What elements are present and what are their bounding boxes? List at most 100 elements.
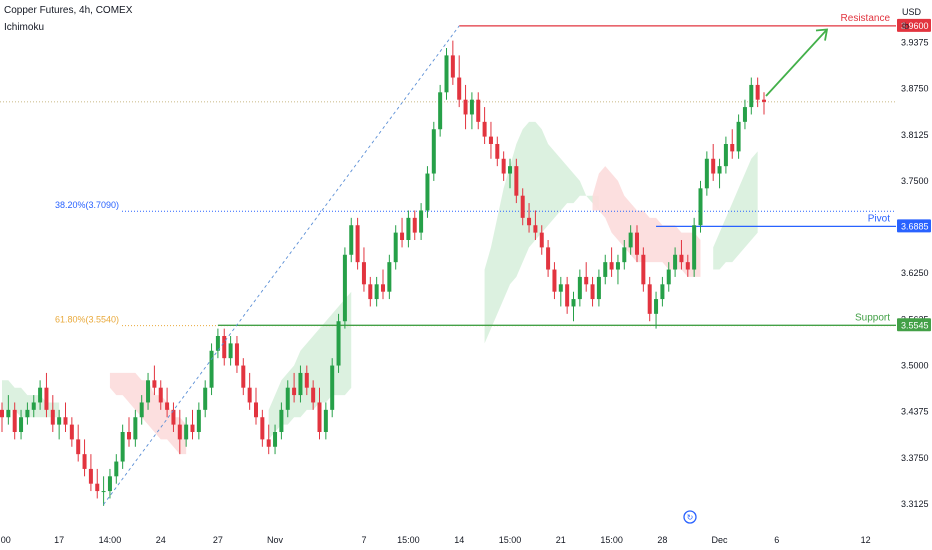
price-badge-text: 3.6885 [901,221,929,231]
candle-body [330,365,335,410]
price-badge-text: 3.9600 [901,21,929,31]
candle-body [114,461,119,477]
candle-body [254,402,258,418]
cloud-segment [109,372,187,455]
candle-body [660,284,665,300]
candle-body [603,262,608,277]
candle-body [419,210,424,233]
x-axis[interactable]: 4:00 17 14:00 24 27 Nov 7 15:00 14 15:00 21 15:00 28… [0,510,871,545]
candle-body [285,387,290,410]
candle-body [12,409,17,432]
candle-body [552,269,557,292]
candle-body [527,217,532,226]
x-tick-label: 15:00 [397,535,420,545]
y-tick-label: 3.8125 [901,130,929,140]
candle-body [342,254,347,322]
candle-body [641,254,646,285]
ichimoku-cloud [2,121,758,455]
candle-body [533,225,538,233]
candle-body [228,343,233,359]
chart-title: Copper Futures, 4h, COMEX [4,5,133,16]
candle-body [120,432,125,462]
candle-body [539,232,544,248]
candle-body [508,166,512,174]
candle-body [514,166,519,196]
candle-body [469,99,474,115]
candle-body [762,99,766,102]
fib-level-label: 38.20%(3.7090) [55,200,119,210]
candle-body [673,254,678,270]
candle-body [260,417,265,440]
candle-body [387,262,392,292]
candle-body [38,387,43,403]
x-tick-label: 6 [774,535,779,545]
candle-body [6,409,11,418]
candle-body [482,121,487,137]
indicator-label[interactable]: Ichimoku [4,22,45,33]
candle-body [177,424,182,440]
y-axis[interactable]: 3.93753.87503.81253.75003.62503.56253.50… [897,18,931,509]
candle-body [571,299,576,307]
candle-body [171,409,176,425]
annotations: 38.20%(3.7090) 61.80%(3.5540) Resistance Pi… [55,13,890,505]
candle-body [69,424,74,440]
y-tick-label: 3.4375 [901,407,929,417]
candle-body [596,276,601,300]
candle-body [196,409,201,432]
candle-body [44,387,49,410]
candle-body [742,107,747,122]
candle-body [311,387,316,403]
x-tick-label: 15:00 [600,535,623,545]
x-tick-label: Dec [712,535,729,545]
cloud-segment [592,166,701,277]
candle-body [488,136,493,144]
projection-arrow-line [765,28,828,97]
candle-body [736,121,741,152]
candle-body [361,262,366,285]
candle-body [666,269,671,285]
price-badge-support [897,318,931,332]
candle-body [0,409,4,418]
candle-body [317,402,322,432]
candle-body [584,276,589,285]
candle-body [609,262,614,270]
projection-arrow-head [815,28,829,41]
candle-body [107,476,112,492]
candle-body [57,417,62,425]
candle-body [234,343,239,366]
candle-body [241,365,246,388]
candle-body [31,402,36,410]
candle-body [438,92,443,130]
x-tick-label: 21 [556,535,566,545]
candle-body [76,439,81,455]
candle-body [355,225,360,263]
candle-body [476,99,481,122]
candle-body [400,232,405,240]
x-tick-label: 7 [361,535,366,545]
candle-body [165,402,170,410]
candle-body [101,491,106,493]
candle-body [412,217,417,233]
candle-body [717,166,722,174]
price-badge-text: 3.5545 [901,320,929,330]
candle-body [133,417,138,440]
candle-body [444,55,449,93]
x-tick-label: 4:00 [0,535,11,545]
candle-body [304,372,309,388]
candle-body [501,158,506,174]
candle-body [273,432,278,447]
candle-body [450,55,455,78]
y-tick-label: 3.9375 [901,37,929,47]
fib-level-label: 61.80%(3.5540) [55,315,119,325]
candle-body [679,254,684,263]
candle-body [152,380,157,388]
candle-body [704,158,709,189]
y-tick-label: 3.3750 [901,453,929,463]
candle-body [698,188,703,226]
candle-body [139,402,144,418]
candle-body [749,84,754,108]
x-tick-label: 24 [156,535,166,545]
candle-body [425,173,430,211]
candle-body [546,247,551,270]
